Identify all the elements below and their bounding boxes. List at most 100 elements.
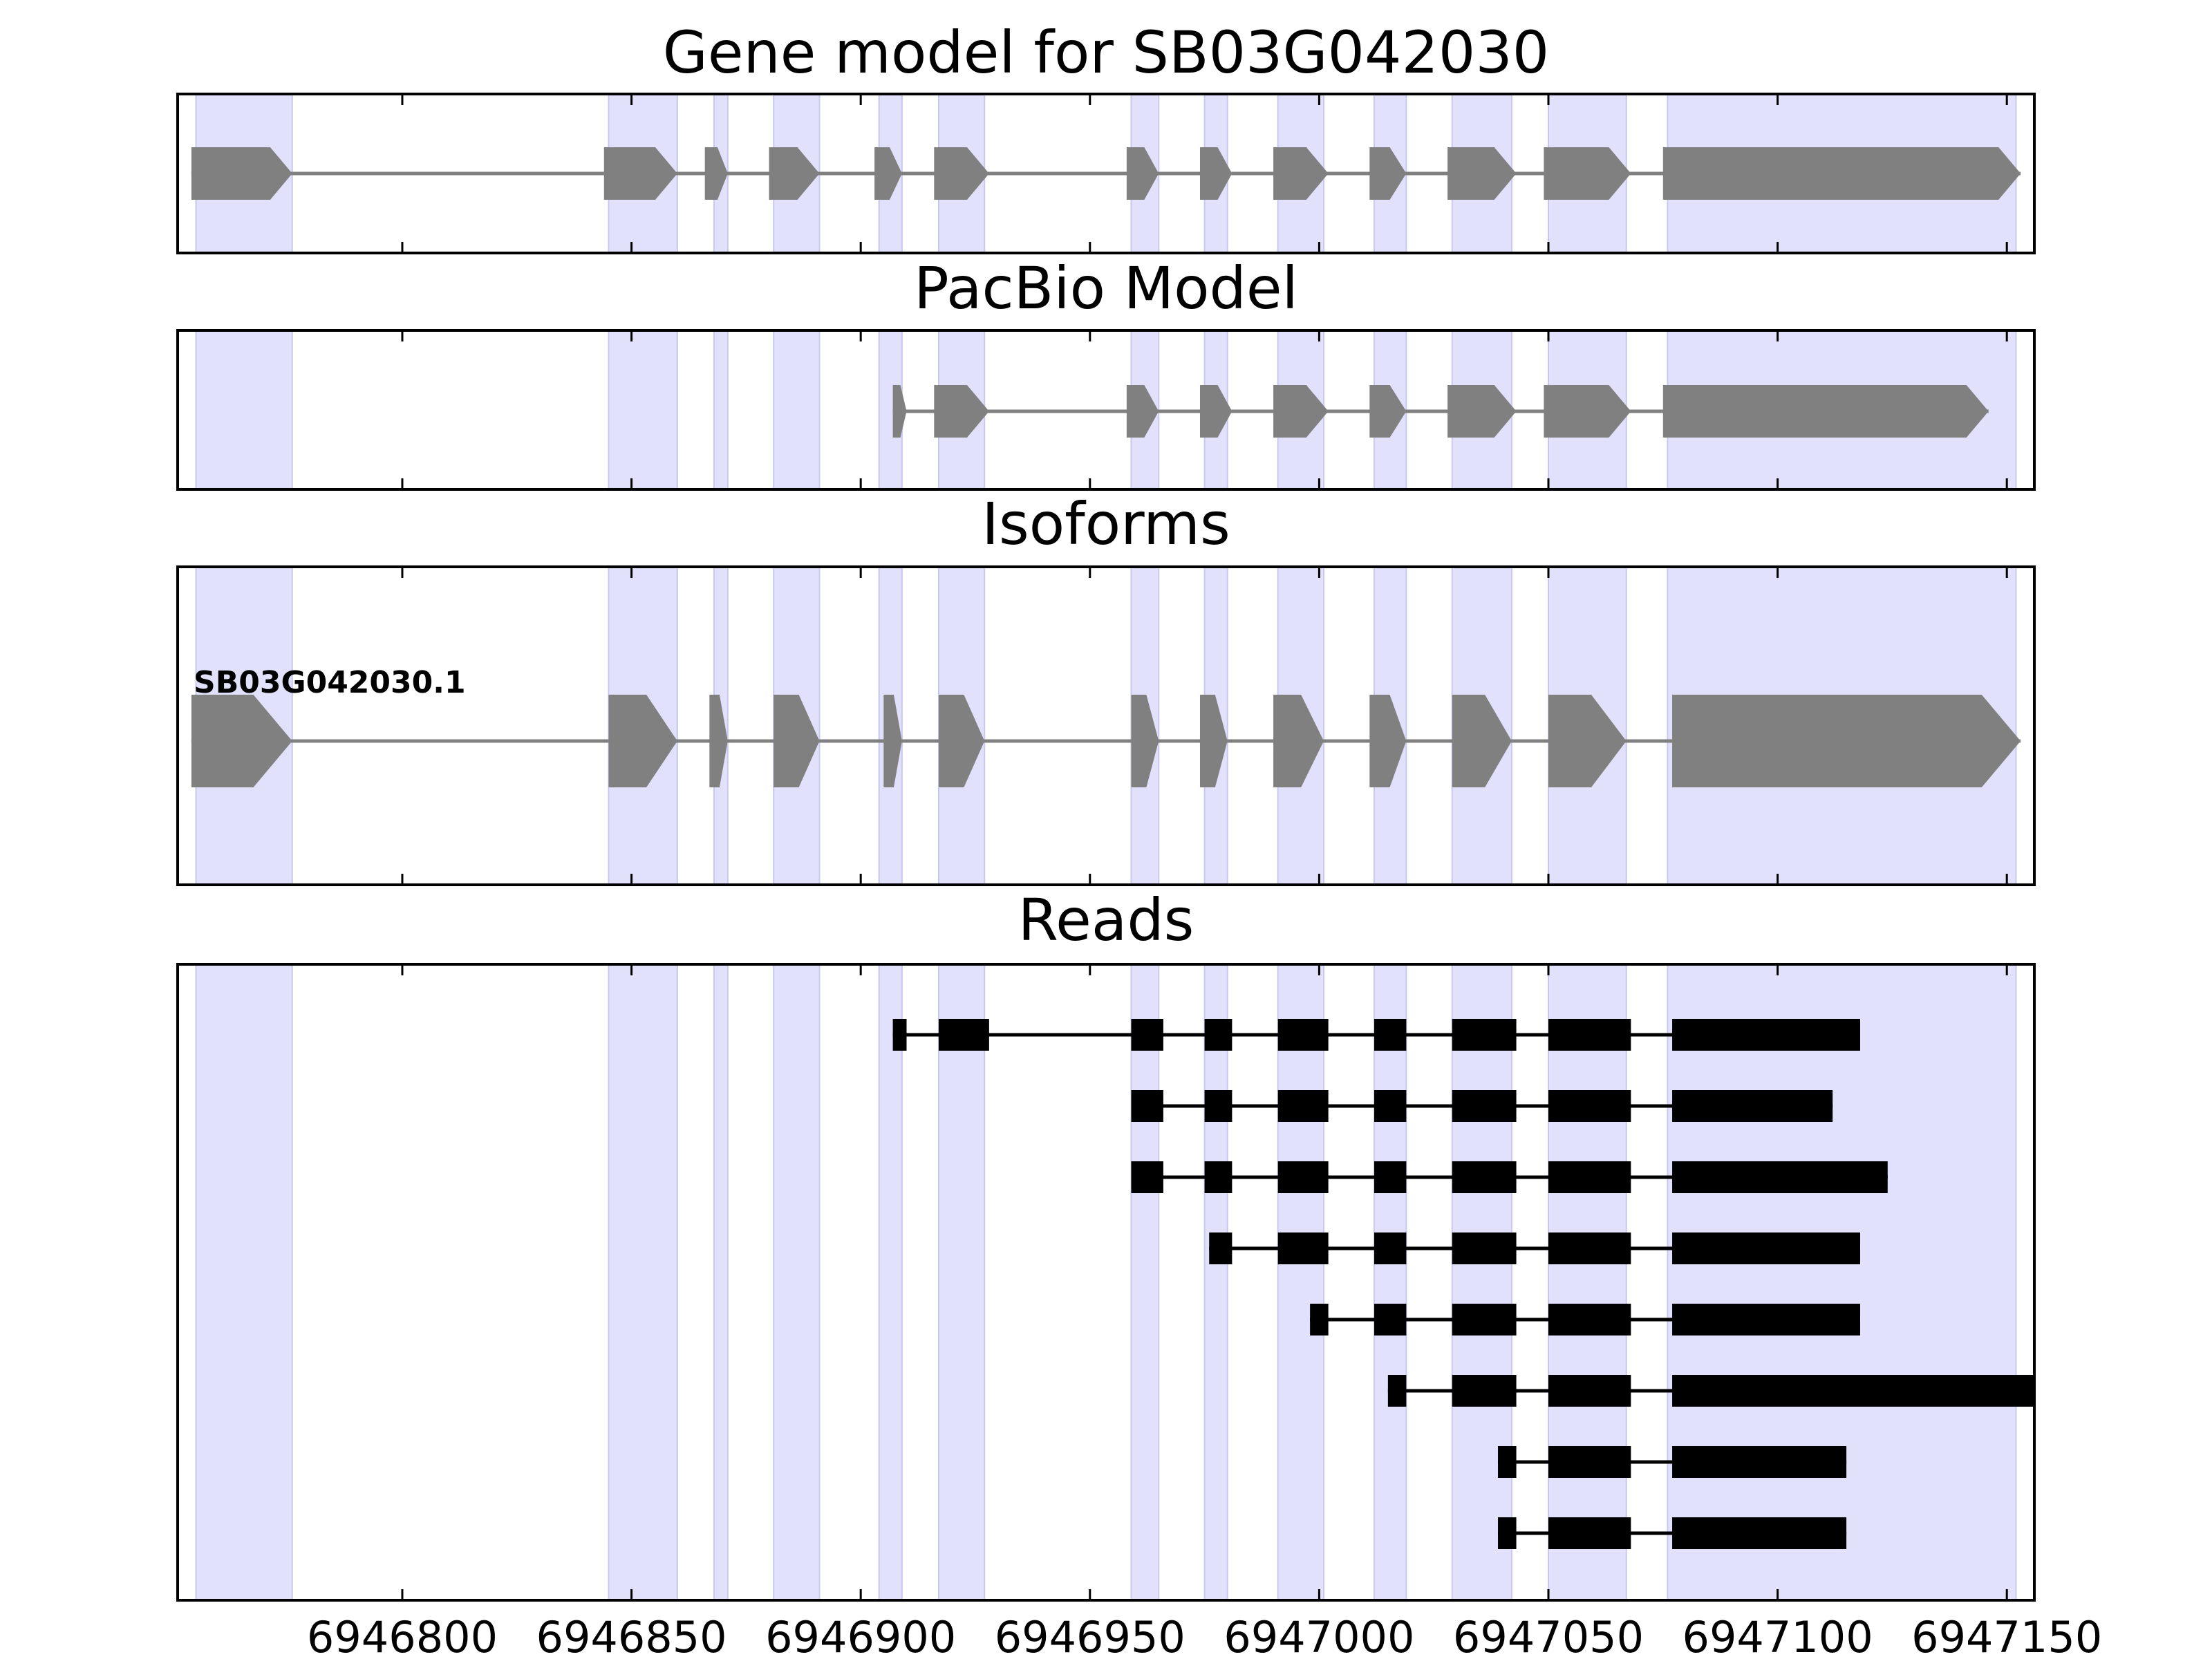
isoform-exon-4 [774,695,820,787]
read-block-1 [1498,1446,1517,1478]
read-block-3 [1277,1090,1329,1122]
panel-frame-1 [176,93,2036,254]
gene-model-exon-3 [704,147,728,200]
read-block-4 [1204,1019,1232,1051]
isoform-exon-7 [1131,695,1159,787]
read-block-1 [1131,1090,1163,1122]
read-block-4 [1548,1304,1631,1335]
pacbio-model-exon-6 [1369,385,1407,438]
read-block-2 [1204,1161,1232,1193]
pacbio-model-exon-8 [1544,385,1631,438]
read-block-6 [1548,1161,1631,1193]
read-3 [1131,1161,1888,1193]
isoform-exon-9 [1273,695,1324,787]
read-block-3 [1548,1375,1631,1407]
read-1 [892,1019,1860,1051]
gene-model-exon-8 [1199,147,1232,200]
read-block-6 [1548,1090,1631,1122]
isoform-exon-1 [191,695,292,787]
gene-model-exon-4 [769,147,820,200]
read-8 [1498,1517,1847,1549]
highlight-region-3-6 [1130,964,1160,1601]
highlight-region-3-9 [1373,964,1407,1601]
read-2 [1131,1090,1833,1122]
highlight-region-3-3 [773,964,821,1601]
isoform-exon-5 [883,695,902,787]
read-block-1 [1131,1161,1163,1193]
read-block-2 [1548,1446,1631,1478]
isoform-exon-10 [1369,695,1407,787]
read-block-5 [1548,1232,1631,1264]
x-axis-ticks: 6946800 6946850 6946900 6946950 6947000 69470… [307,1612,2102,1659]
gene-model-title: Gene model for SB03G042030 [663,19,1549,86]
x-tick-label-4: 6946950 [995,1612,1185,1659]
isoform-exon-3 [709,695,728,787]
gene-model-exon-2 [603,147,677,200]
reads-track [892,1019,2034,1549]
isoform-exon-13 [1672,695,2021,787]
gene-model-exon-5 [874,147,902,200]
read-block-8 [1548,1019,1631,1051]
isoform-exon-11 [1452,695,1512,787]
highlight-region-1-3 [773,330,821,490]
highlight-region-3-11 [1547,964,1627,1601]
read-block-3 [1452,1304,1517,1335]
read-6 [1387,1375,2034,1407]
reads-title: Reads [1018,886,1194,954]
read-block-3 [1672,1446,1847,1478]
read-block-7 [1672,1161,1888,1193]
panel-frame-2 [176,329,2036,491]
isoform-exon-6 [938,695,985,787]
highlight-region-3-8 [1277,964,1325,1601]
pacbio-model-exon-9 [1662,385,1989,438]
x-tick-label-5: 6947000 [1224,1612,1414,1659]
gene-model-exon-10 [1369,147,1407,200]
gene-model-exon-13 [1662,147,2021,200]
pacbio-model-exon-2 [934,385,989,438]
read-block-2 [1277,1232,1329,1264]
gene-model-exon-12 [1544,147,1631,200]
read-block-5 [1277,1019,1329,1051]
read-block-5 [1452,1090,1517,1122]
read-block-9 [1672,1019,1860,1051]
gene-model-exon-1 [191,147,292,200]
gene-model-exon-7 [1126,147,1159,200]
read-block-4 [1374,1090,1407,1122]
read-block-3 [1277,1161,1329,1193]
read-block-6 [1374,1019,1407,1051]
pacbio-model-exon-3 [1126,385,1159,438]
isoform-exon-12 [1548,695,1627,787]
highlight-region-3-1 [608,964,678,1601]
pacbio-model-track [892,385,1989,438]
read-block-5 [1452,1161,1517,1193]
read-7 [1498,1446,1847,1478]
read-block-1 [1209,1232,1232,1264]
panel-frames [176,93,2036,1602]
panel-frame-4 [176,963,2036,1602]
x-tick-label-2: 6946850 [536,1612,727,1659]
x-tick-label-1: 6946800 [307,1612,498,1659]
read-block-3 [1374,1232,1407,1264]
highlight-region-1-1 [608,330,678,490]
isoforms-title: Isoforms [982,490,1230,558]
read-block-3 [1672,1517,1847,1549]
read-block-2 [1452,1375,1517,1407]
highlight-region-3-7 [1203,964,1228,1601]
read-block-1 [892,1019,907,1051]
highlight-region-1-0 [195,330,293,490]
highlight-region-3-12 [1667,964,2017,1601]
read-4 [1209,1232,1860,1264]
highlight-region-3-5 [937,964,986,1601]
gene-model-exon-6 [934,147,989,200]
gene-model-track [191,147,2021,200]
read-block-2 [938,1019,989,1051]
isoform-exon-2 [608,695,677,787]
read-block-5 [1672,1304,1860,1335]
x-tick-label-7: 6947100 [1683,1612,1873,1659]
x-tick-label-8: 6947150 [1911,1612,2102,1659]
gene-model-exon-11 [1447,147,1517,200]
read-block-1 [1387,1375,1407,1407]
highlight-region-3-0 [195,964,293,1601]
pacbio-model-title: PacBio Model [914,254,1298,322]
